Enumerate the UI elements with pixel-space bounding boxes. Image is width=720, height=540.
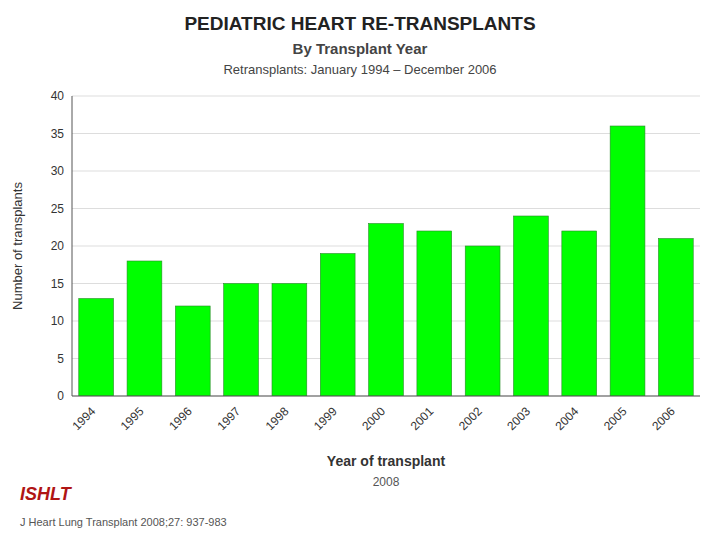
annotation: ISHLT bbox=[20, 484, 73, 504]
bar bbox=[465, 246, 500, 396]
x-tick-label: 2006 bbox=[649, 404, 678, 433]
annotation: J Heart Lung Transplant 2008;27: 937-983 bbox=[20, 516, 227, 528]
x-axis-label: Year of transplant bbox=[327, 453, 446, 469]
bars bbox=[79, 126, 693, 396]
chart-container: PEDIATRIC HEART RE-TRANSPLANTS By Transpl… bbox=[0, 0, 720, 540]
bar bbox=[658, 239, 693, 397]
x-tick-label: 2003 bbox=[504, 404, 533, 433]
y-tick-label: 40 bbox=[51, 89, 65, 103]
y-tick-label: 10 bbox=[51, 314, 65, 328]
x-tick-label: 1997 bbox=[214, 404, 243, 433]
y-axis-label: Number of transplants bbox=[10, 182, 25, 310]
y-tick-label: 15 bbox=[51, 277, 65, 291]
bar bbox=[79, 299, 114, 397]
grid-line bbox=[72, 171, 700, 172]
x-axis-line bbox=[72, 396, 700, 397]
y-axis-line bbox=[72, 96, 73, 396]
grid-line bbox=[72, 396, 700, 397]
x-axis: 1994 1995 1996 1997 1998 1999 2000 2001 2002 2003… bbox=[69, 404, 678, 433]
x-tick-label: 2001 bbox=[408, 404, 437, 433]
y-tick-label: 25 bbox=[51, 202, 65, 216]
y-tick-label: 20 bbox=[51, 239, 65, 253]
y-tick-label: 35 bbox=[51, 127, 65, 141]
x-tick-label: 1996 bbox=[166, 404, 195, 433]
bar bbox=[175, 306, 210, 396]
y-tick-label: 30 bbox=[51, 164, 65, 178]
x-tick-label: 2004 bbox=[553, 404, 582, 433]
y-tick-label: 0 bbox=[57, 389, 64, 403]
bar bbox=[514, 216, 549, 396]
x-tick-label: 2002 bbox=[456, 404, 485, 433]
bar bbox=[224, 284, 259, 397]
x-tick-label: 1998 bbox=[263, 404, 292, 433]
bar bbox=[320, 254, 355, 397]
bar bbox=[562, 231, 597, 396]
grid-line bbox=[72, 133, 700, 134]
x-tick-label: 1999 bbox=[311, 404, 340, 433]
chart: PEDIATRIC HEART RE-TRANSPLANTS By Transpl… bbox=[0, 0, 720, 540]
x-tick-label: 1995 bbox=[118, 404, 147, 433]
x-tick-label: 1994 bbox=[69, 404, 98, 433]
bar bbox=[369, 224, 404, 397]
subtitle: Retransplants: January 1994 – December 2… bbox=[223, 62, 496, 77]
y-tick-label: 5 bbox=[57, 352, 64, 366]
bar bbox=[417, 231, 452, 396]
x-tick-label: 2000 bbox=[359, 404, 388, 433]
bar bbox=[272, 284, 307, 397]
annotation: 2008 bbox=[373, 475, 400, 489]
grid-line bbox=[72, 96, 700, 97]
y-axis: 0 5 10 15 20 25 30 35 40 bbox=[51, 89, 700, 403]
bar bbox=[610, 126, 645, 396]
title: PEDIATRIC HEART RE-TRANSPLANTS bbox=[184, 13, 535, 34]
grid-line bbox=[72, 208, 700, 209]
x-tick-label: 2005 bbox=[601, 404, 630, 433]
bar bbox=[127, 261, 162, 396]
subtitle: By Transplant Year bbox=[293, 40, 428, 57]
